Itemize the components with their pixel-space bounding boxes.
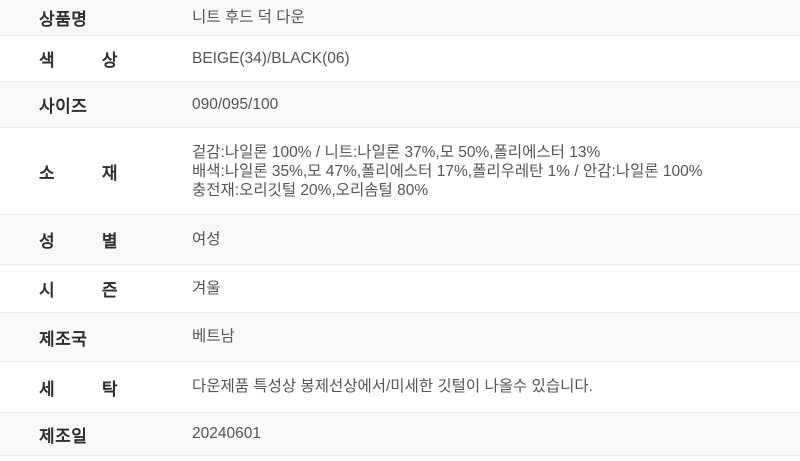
row-value: 090/095/100 [192, 95, 279, 113]
row-label: 소 재 [39, 163, 118, 183]
table-row-gender: 성 별 여성 [0, 215, 800, 265]
row-label-cell: 제조국 [0, 325, 192, 350]
row-label: 세 탁 [39, 379, 118, 399]
table-row-country: 제조국 베트남 [0, 313, 800, 362]
row-label: 제조일 [39, 426, 88, 446]
row-label: 제조국 [39, 329, 88, 349]
row-value: BEIGE(34)/BLACK(06) [192, 49, 350, 67]
row-label-cell: 시 즌 [0, 276, 192, 301]
row-value: 겉감:나일론 100% / 니트:나일론 37%,모 50%,폴리에스터 13%… [192, 143, 800, 200]
table-row-color: 색 상 BEIGE(34)/BLACK(06) [0, 36, 800, 82]
row-value: 20240601 [192, 425, 261, 443]
row-value: 겨울 [192, 279, 221, 297]
material-line-1: 겉감:나일론 100% / 니트:나일론 37%,모 50%,폴리에스터 13% [192, 143, 601, 161]
row-label-cell: 성 별 [0, 227, 192, 252]
row-label-cell: 제조일 [0, 422, 192, 447]
row-value: 니트 후드 덕 다운 [192, 8, 305, 26]
row-label: 사이즈 [39, 97, 88, 116]
material-line-2: 배색:나일론 35%,모 47%,폴리에스터 17%,폴리우레탄 1% / 안감… [192, 162, 703, 180]
table-row-manufacture-date: 제조일 20240601 [0, 413, 800, 456]
row-label: 성 별 [39, 232, 118, 251]
row-label: 색 상 [39, 51, 118, 70]
table-row-season: 시 즌 겨울 [0, 265, 800, 313]
row-label-cell: 색 상 [0, 46, 192, 71]
material-line-3: 충전재:오리깃털 20%,오리솜털 80% [192, 181, 429, 199]
table-row-washing: 세 탁 다운제품 특성상 봉제선상에서/미세한 깃털이 나올수 있습니다. [0, 362, 800, 413]
table-row-product-name: 상품명 니트 후드 덕 다운 [0, 0, 800, 36]
row-label-cell: 상품명 [0, 5, 192, 30]
row-value: 여성 [192, 230, 221, 248]
row-value: 다운제품 특성상 봉제선상에서/미세한 깃털이 나올수 있습니다. [192, 378, 593, 396]
row-label-cell: 세 탁 [0, 375, 192, 400]
row-label: 상품명 [39, 10, 88, 29]
table-row-size: 사이즈 090/095/100 [0, 82, 800, 128]
table-row-material: 소 재 겉감:나일론 100% / 니트:나일론 37%,모 50%,폴리에스터… [0, 128, 800, 215]
row-label: 시 즌 [39, 281, 118, 300]
row-value: 베트남 [192, 328, 235, 346]
row-label-cell: 사이즈 [0, 92, 192, 117]
row-label-cell: 소 재 [0, 159, 192, 184]
